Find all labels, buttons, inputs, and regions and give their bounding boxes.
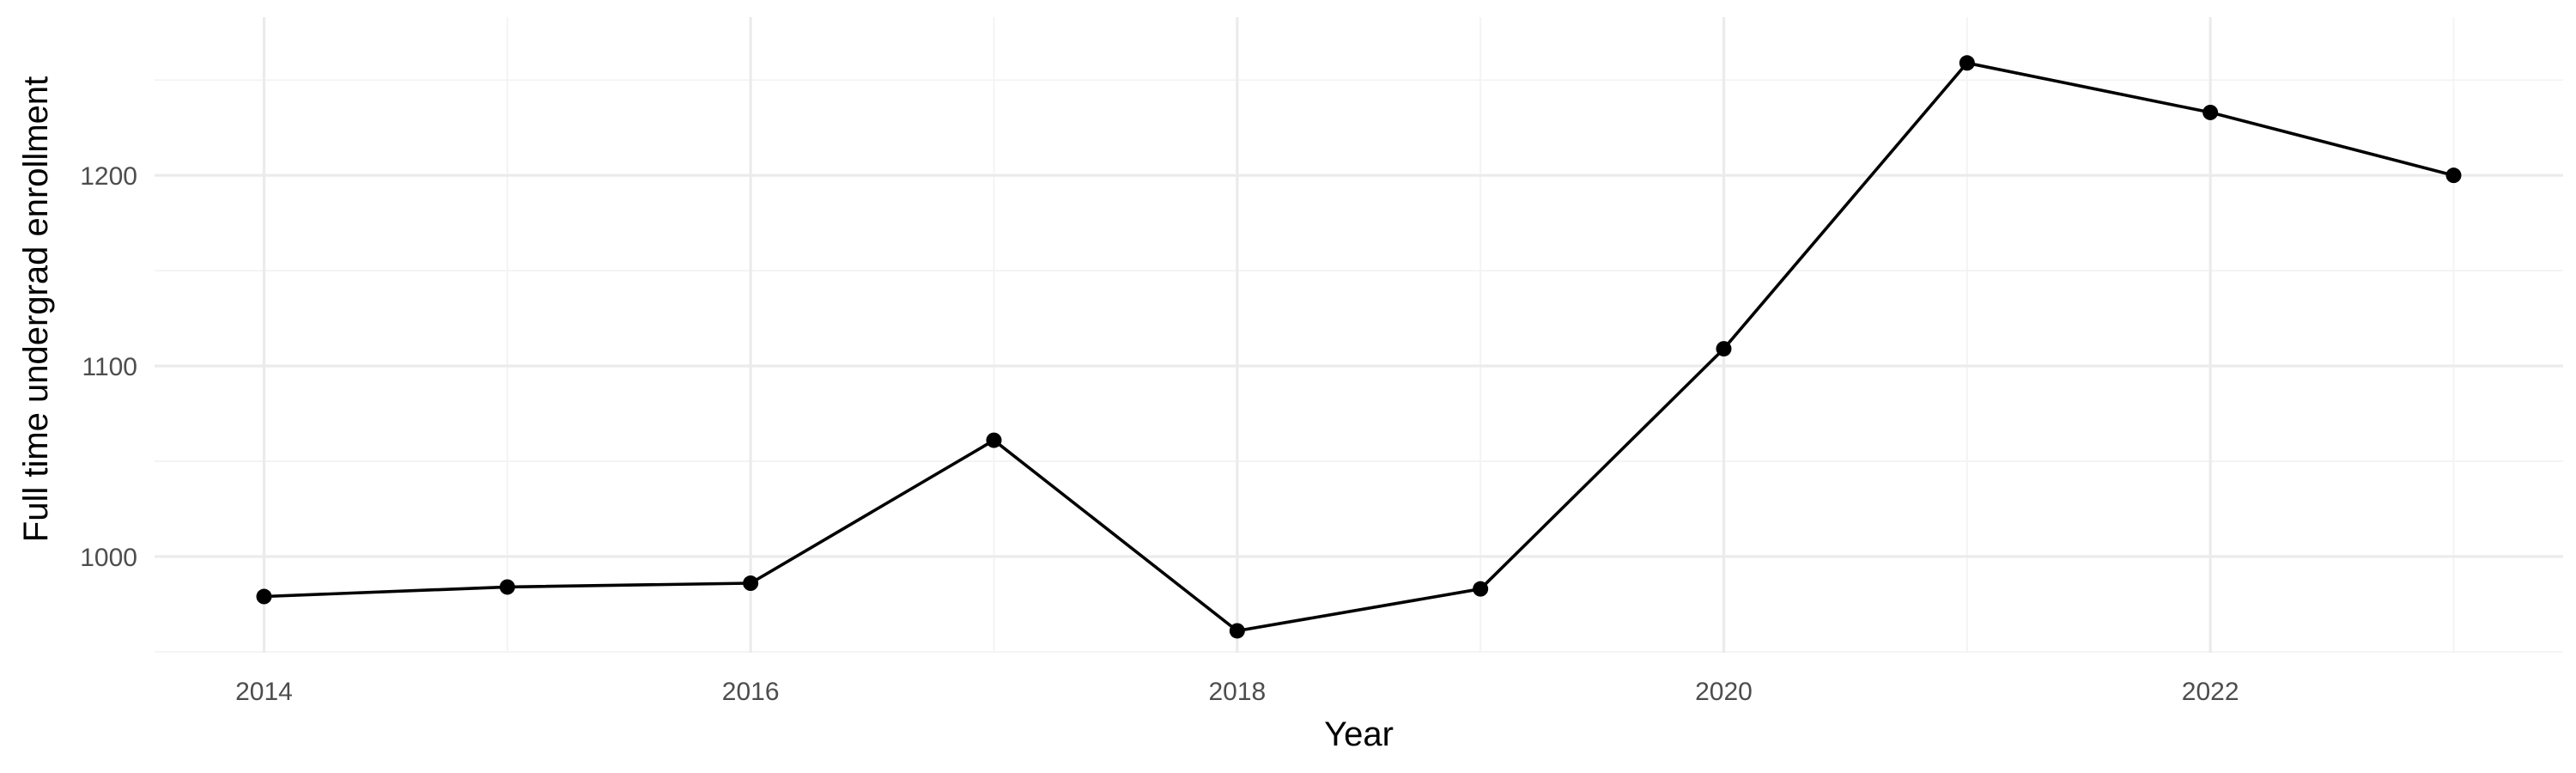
data-point-2015 — [499, 579, 515, 595]
x-tick-label: 2022 — [2182, 678, 2239, 706]
data-point-2020 — [1716, 341, 1732, 357]
x-tick-labels: 2014 2016 2018 2020 2022 — [235, 678, 2239, 706]
y-tick-label: 1100 — [82, 353, 137, 381]
data-point-2023 — [2445, 167, 2462, 184]
y-tick-label: 1200 — [80, 162, 137, 191]
data-point-2018 — [1229, 623, 1245, 639]
data-point-2017 — [986, 432, 1002, 448]
x-axis-title: Year — [1324, 715, 1394, 753]
x-tick-label: 2020 — [1695, 678, 1753, 706]
y-axis-title: Full time undergrad enrollment — [17, 76, 55, 542]
data-point-2022 — [2202, 104, 2219, 120]
x-tick-label: 2016 — [722, 678, 780, 706]
grid — [155, 17, 2563, 653]
data-point-2014 — [256, 588, 272, 605]
data-point-2016 — [743, 575, 759, 592]
x-tick-label: 2018 — [1208, 678, 1266, 706]
data-point-2021 — [1959, 55, 1975, 71]
x-tick-label: 2014 — [235, 678, 293, 706]
series-line — [264, 61, 2454, 633]
y-tick-label: 1000 — [80, 544, 137, 572]
series-layer — [256, 55, 2462, 639]
data-point-2019 — [1473, 581, 1489, 597]
y-tick-labels: 1000 1100 1200 — [80, 162, 137, 572]
